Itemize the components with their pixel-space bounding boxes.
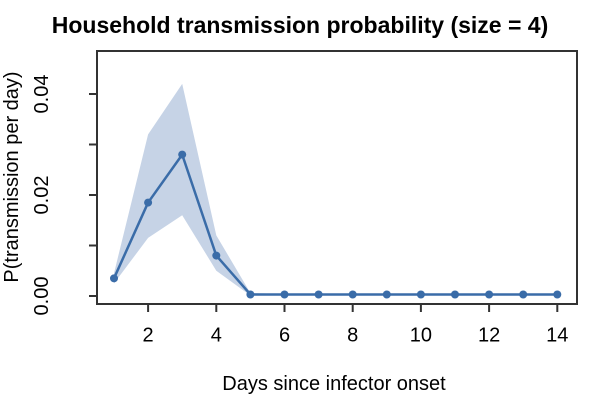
plot-box bbox=[96, 50, 578, 305]
data-point bbox=[348, 290, 357, 299]
mean-line bbox=[112, 153, 558, 296]
data-point bbox=[144, 198, 153, 207]
x-tick-label: 10 bbox=[410, 325, 432, 347]
plot-area: 2 4 6 8 10 12 14 0.00 0.02 0.04 bbox=[31, 50, 578, 347]
data-point bbox=[416, 290, 425, 299]
x-tick-label: 12 bbox=[478, 325, 500, 347]
data-point bbox=[110, 274, 118, 283]
data-point bbox=[280, 290, 289, 299]
data-point bbox=[314, 290, 323, 299]
x-axis-label: Days since infector onset bbox=[222, 373, 446, 395]
x-tick-label: 8 bbox=[347, 325, 358, 347]
x-tick-label: 14 bbox=[546, 325, 568, 347]
y-tick-label: 0.04 bbox=[31, 75, 53, 114]
data-point bbox=[519, 290, 528, 299]
data-point bbox=[553, 290, 562, 299]
y-axis-label: P(transmission per day) bbox=[1, 71, 23, 282]
data-point bbox=[246, 290, 255, 299]
x-tick-label: 6 bbox=[279, 325, 290, 347]
y-tick-label: 0.02 bbox=[31, 176, 53, 215]
x-tick-label: 2 bbox=[143, 325, 154, 347]
data-point bbox=[178, 150, 187, 159]
chart-title: Household transmission probability (size… bbox=[52, 12, 549, 38]
data-point bbox=[382, 290, 391, 299]
data-point bbox=[451, 290, 459, 299]
x-tick-label: 4 bbox=[211, 325, 222, 347]
y-tick-label: 0.00 bbox=[31, 277, 53, 316]
data-point bbox=[212, 251, 221, 260]
confidence-band bbox=[114, 83, 558, 296]
data-point bbox=[485, 290, 494, 299]
